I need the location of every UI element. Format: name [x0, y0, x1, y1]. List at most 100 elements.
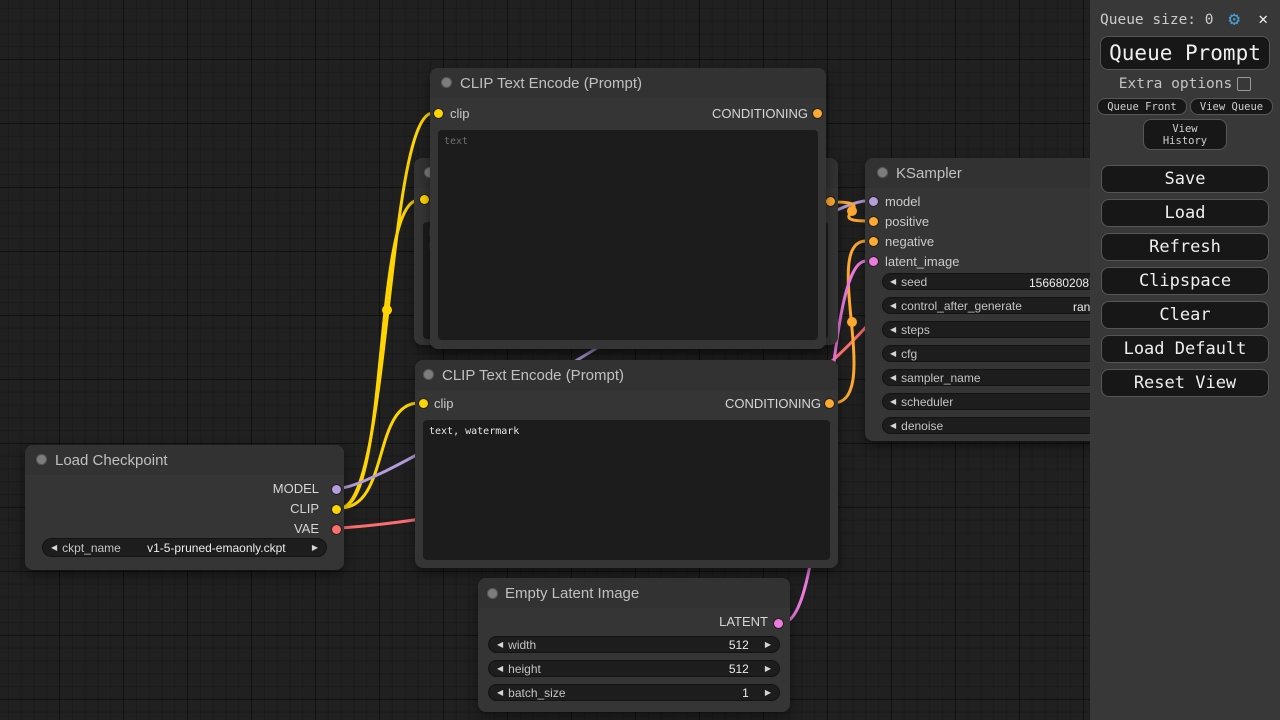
prompt-textarea[interactable]: text — [438, 130, 818, 340]
increment-arrow-icon[interactable]: ▶ — [764, 663, 771, 673]
widget-value: v1-5-pruned-emaonly.ckpt — [147, 540, 286, 555]
close-icon[interactable]: ✕ — [1258, 9, 1268, 28]
decrement-arrow-icon[interactable]: ◀ — [890, 396, 897, 406]
decrement-arrow-icon[interactable]: ◀ — [890, 276, 897, 286]
widget-label: seed — [901, 274, 928, 289]
collapse-dot[interactable] — [424, 167, 435, 178]
conditioning-output-port[interactable] — [826, 197, 835, 206]
load-default-button[interactable]: Load Default — [1101, 335, 1269, 363]
conditioning-output-label: CONDITIONING — [724, 396, 821, 411]
node-header[interactable] — [430, 68, 826, 98]
model-output-port[interactable] — [332, 485, 341, 494]
ckpt-name-widget[interactable]: ◀ ckpt_name v1-5-pruned-emaonly.ckpt ▶ — [42, 538, 327, 557]
queue-prompt-button[interactable]: Queue Prompt — [1100, 36, 1270, 70]
node-title: CLIP Text Encode (Prompt) — [442, 367, 625, 384]
queue-front-button[interactable]: Queue Front — [1097, 98, 1187, 115]
latent-image-input-port[interactable] — [869, 257, 878, 266]
increment-arrow-icon[interactable]: ▶ — [764, 687, 771, 697]
negative-input-label: negative — [885, 234, 935, 249]
node-header[interactable] — [415, 360, 838, 390]
clip-input-label: clip — [450, 106, 470, 121]
link-dot-negative — [847, 317, 857, 327]
widget-value: 512 — [728, 661, 749, 676]
queue-size-label: Queue size: 0 — [1100, 12, 1214, 28]
widget-label: batch_size — [508, 685, 566, 700]
widget-value: 1 — [742, 685, 749, 700]
decrement-arrow-icon[interactable]: ◀ — [890, 324, 897, 334]
comfy-menu: Queue size: 0 ⚙ ✕ Queue Prompt Extra opt… — [1090, 0, 1280, 720]
prev-arrow-icon[interactable]: ◀ — [51, 542, 58, 552]
wire-clip-to-hidden — [339, 198, 420, 510]
batch-size-widget[interactable]: ◀ batch_size 1 ▶ — [488, 684, 780, 701]
node-title: Load Checkpoint — [55, 452, 168, 469]
model-input-label: model — [885, 194, 921, 209]
widget-label: height — [508, 661, 541, 676]
decrement-arrow-icon[interactable]: ◀ — [890, 348, 897, 358]
collapse-dot[interactable] — [877, 167, 888, 178]
node-empty-latent-image[interactable]: Empty Latent Image LATENT ◀ width 512 ▶ … — [478, 578, 790, 712]
width-widget[interactable]: ◀ width 512 ▶ — [488, 636, 780, 653]
decrement-arrow-icon[interactable]: ◀ — [890, 300, 897, 310]
view-history-line1: View — [1172, 122, 1198, 135]
refresh-button[interactable]: Refresh — [1101, 233, 1269, 261]
negative-prompt-text: text, watermark — [429, 426, 520, 437]
view-history-line2: History — [1162, 134, 1208, 147]
collapse-dot[interactable] — [441, 77, 452, 88]
clip-input-port[interactable] — [419, 399, 428, 408]
conditioning-output-port[interactable] — [813, 109, 822, 118]
negative-input-port[interactable] — [869, 237, 878, 246]
decrement-arrow-icon[interactable]: ◀ — [890, 420, 897, 430]
collapse-dot[interactable] — [487, 588, 498, 599]
positive-input-port[interactable] — [869, 217, 878, 226]
node-title: Empty Latent Image — [505, 585, 640, 602]
widget-label: control_after_generate — [901, 298, 1022, 313]
decrement-arrow-icon[interactable]: ◀ — [890, 372, 897, 382]
clip-input-port[interactable] — [434, 109, 443, 118]
latent-image-input-label: latent_image — [885, 254, 960, 269]
save-button[interactable]: Save — [1101, 165, 1269, 193]
clip-output-label: CLIP — [290, 501, 319, 516]
clipspace-button[interactable]: Clipspace — [1101, 267, 1269, 295]
extra-options-checkbox[interactable] — [1237, 77, 1252, 91]
widget-label: ckpt_name — [62, 540, 121, 555]
decrement-arrow-icon[interactable]: ◀ — [497, 663, 504, 673]
wire-clip-to-neg — [339, 401, 420, 510]
conditioning-output-label: CONDITIONING — [711, 106, 808, 121]
clip-output-port[interactable] — [332, 505, 341, 514]
vae-output-port[interactable] — [332, 525, 341, 534]
model-input-port[interactable] — [869, 197, 878, 206]
settings-gear-icon[interactable]: ⚙ — [1228, 8, 1240, 30]
next-arrow-icon[interactable]: ▶ — [311, 542, 318, 552]
latent-output-port[interactable] — [774, 619, 783, 628]
node-clip-text-encode-top[interactable]: CLIP Text Encode (Prompt) clip CONDITION… — [430, 68, 826, 349]
link-dot-positive — [847, 206, 857, 216]
increment-arrow-icon[interactable]: ▶ — [764, 639, 771, 649]
view-queue-button[interactable]: View Queue — [1190, 98, 1273, 115]
clear-button[interactable]: Clear — [1101, 301, 1269, 329]
reset-view-button[interactable]: Reset View — [1101, 369, 1269, 397]
widget-label: denoise — [901, 418, 944, 433]
node-load-checkpoint[interactable]: Load Checkpoint MODEL CLIP VAE ◀ ckpt_na… — [25, 445, 344, 570]
node-header[interactable] — [478, 578, 790, 608]
collapse-dot[interactable] — [423, 369, 434, 380]
node-header[interactable] — [25, 445, 344, 475]
view-history-button[interactable]: View History — [1143, 119, 1227, 150]
widget-label: cfg — [901, 346, 918, 361]
clip-input-port[interactable] — [420, 195, 429, 204]
node-clip-text-encode-negative[interactable]: CLIP Text Encode (Prompt) clip CONDITION… — [415, 360, 838, 568]
widget-label: steps — [901, 322, 930, 337]
conditioning-output-port[interactable] — [825, 399, 834, 408]
widget-value: 15668020877 — [1029, 276, 1103, 290]
collapse-dot[interactable] — [36, 454, 47, 465]
latent-output-label: LATENT — [719, 614, 768, 629]
height-widget[interactable]: ◀ height 512 ▶ — [488, 660, 780, 677]
widget-label: width — [508, 637, 537, 652]
decrement-arrow-icon[interactable]: ◀ — [497, 639, 504, 649]
prompt-textarea[interactable]: text, watermark — [423, 420, 830, 560]
widget-value: 512 — [728, 637, 749, 652]
widget-label: scheduler — [901, 394, 954, 409]
positive-input-label: positive — [885, 214, 930, 229]
decrement-arrow-icon[interactable]: ◀ — [497, 687, 504, 697]
load-button[interactable]: Load — [1101, 199, 1269, 227]
